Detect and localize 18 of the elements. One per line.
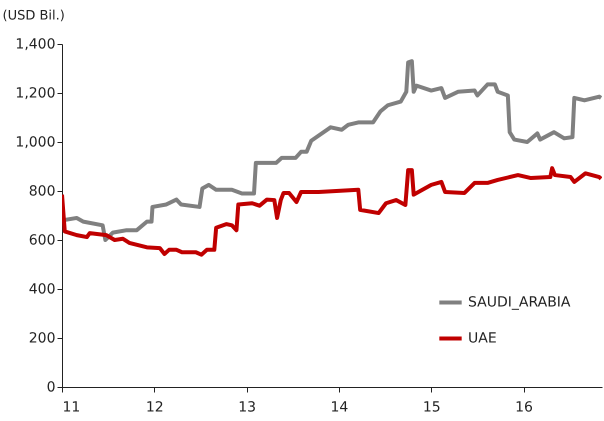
y-tick-label: 1,200 bbox=[15, 86, 56, 102]
y-tick-label: 1,000 bbox=[15, 134, 56, 150]
y-tick-label: 0 bbox=[46, 380, 56, 396]
y-tick-label: 800 bbox=[28, 184, 56, 200]
y-axis-title: (USD Bil.) bbox=[2, 8, 65, 24]
y-tick-label: 600 bbox=[28, 232, 56, 248]
y-tick-label: 200 bbox=[28, 330, 56, 346]
legend-label: SAUDI_ARABIA bbox=[468, 294, 571, 310]
y-tick-label: 1,400 bbox=[15, 36, 56, 52]
y-tick-label: 400 bbox=[28, 282, 56, 298]
line-series bbox=[62, 166, 602, 257]
x-tick-label: 13 bbox=[238, 400, 256, 416]
x-tick-label: 12 bbox=[146, 400, 164, 416]
x-tick-label: 14 bbox=[330, 400, 348, 416]
x-tick-label: 16 bbox=[515, 400, 534, 416]
legend-label: UAE bbox=[468, 330, 497, 346]
x-tick-label: 11 bbox=[62, 400, 80, 416]
x-tick-label: 15 bbox=[422, 400, 441, 416]
